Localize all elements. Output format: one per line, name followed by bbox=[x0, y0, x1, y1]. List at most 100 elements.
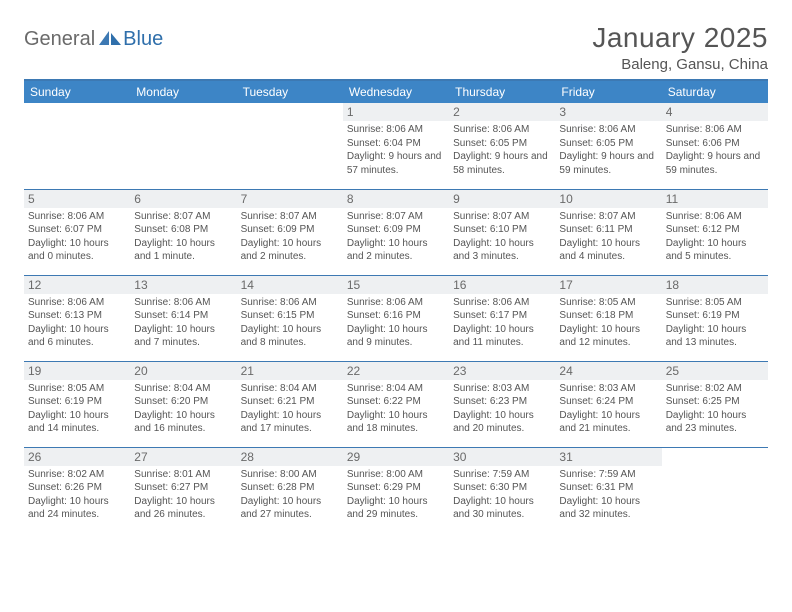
weekday-header: Wednesday bbox=[343, 81, 449, 103]
calendar-day-cell: 7 Sunrise: 8:07 AMSunset: 6:09 PMDaylight… bbox=[237, 189, 343, 275]
calendar-day-cell: 20Sunrise: 8:04 AMSunset: 6:20 PMDayligh… bbox=[130, 361, 236, 447]
sunset-line: Sunset: 6:21 PM bbox=[241, 395, 339, 409]
day-number: 16 bbox=[449, 276, 555, 294]
day-info: Sunrise: 8:05 AMSunset: 6:18 PMDaylight:… bbox=[559, 296, 657, 350]
day-number: 14 bbox=[237, 276, 343, 294]
day-number: 24 bbox=[555, 362, 661, 380]
daylight-line: Daylight: 10 hours and 26 minutes. bbox=[134, 495, 232, 522]
sunrise-line: Sunrise: 8:07 AM bbox=[453, 210, 551, 224]
day-info: Sunrise: 8:06 AMSunset: 6:05 PMDaylight:… bbox=[453, 123, 551, 177]
calendar-day-cell: 27 Sunrise: 8:01 AMSunset: 6:27 PMDayligh… bbox=[130, 447, 236, 533]
calendar-table: SundayMondayTuesdayWednesdayThursdayFrid… bbox=[24, 81, 768, 533]
sunset-line: Sunset: 6:23 PM bbox=[453, 395, 551, 409]
day-number: 10 bbox=[555, 190, 661, 208]
daylight-line: Daylight: 9 hours and 57 minutes. bbox=[347, 150, 445, 177]
sunrise-line: Sunrise: 8:07 AM bbox=[241, 210, 339, 224]
daylight-line: Daylight: 10 hours and 13 minutes. bbox=[666, 323, 764, 350]
day-number: 20 bbox=[130, 362, 236, 380]
calendar-page: General Blue January 2025 Baleng, Gansu,… bbox=[0, 0, 792, 533]
calendar-day-cell: 22Sunrise: 8:04 AMSunset: 6:22 PMDayligh… bbox=[343, 361, 449, 447]
day-number: 30 bbox=[449, 448, 555, 466]
calendar-day-cell: 29Sunrise: 8:00 AMSunset: 6:29 PMDayligh… bbox=[343, 447, 449, 533]
daylight-line: Daylight: 10 hours and 2 minutes. bbox=[241, 237, 339, 264]
daylight-line: Daylight: 10 hours and 17 minutes. bbox=[241, 409, 339, 436]
day-number: 31 bbox=[555, 448, 661, 466]
weekday-header: Monday bbox=[130, 81, 236, 103]
sunset-line: Sunset: 6:19 PM bbox=[28, 395, 126, 409]
calendar-week-row: 12Sunrise: 8:06 AMSunset: 6:13 PMDayligh… bbox=[24, 275, 768, 361]
calendar-day-cell: 9Sunrise: 8:07 AMSunset: 6:10 PMDaylight… bbox=[449, 189, 555, 275]
sunset-line: Sunset: 6:19 PM bbox=[666, 309, 764, 323]
calendar-day-cell: 31Sunrise: 7:59 AMSunset: 6:31 PMDayligh… bbox=[555, 447, 661, 533]
daylight-line: Daylight: 10 hours and 3 minutes. bbox=[453, 237, 551, 264]
daylight-line: Daylight: 10 hours and 2 minutes. bbox=[347, 237, 445, 264]
day-info: Sunrise: 8:05 AMSunset: 6:19 PMDaylight:… bbox=[28, 382, 126, 436]
day-number: 1 bbox=[343, 103, 449, 121]
day-info: Sunrise: 8:00 AMSunset: 6:28 PMDaylight:… bbox=[241, 468, 339, 522]
sunset-line: Sunset: 6:26 PM bbox=[28, 481, 126, 495]
day-info: Sunrise: 8:06 AMSunset: 6:04 PMDaylight:… bbox=[347, 123, 445, 177]
sunset-line: Sunset: 6:05 PM bbox=[453, 137, 551, 151]
sunrise-line: Sunrise: 8:05 AM bbox=[28, 382, 126, 396]
sunrise-line: Sunrise: 8:06 AM bbox=[666, 210, 764, 224]
calendar-week-row: 19Sunrise: 8:05 AMSunset: 6:19 PMDayligh… bbox=[24, 361, 768, 447]
daylight-line: Daylight: 10 hours and 7 minutes. bbox=[134, 323, 232, 350]
calendar-day-cell: 30Sunrise: 7:59 AMSunset: 6:30 PMDayligh… bbox=[449, 447, 555, 533]
daylight-line: Daylight: 10 hours and 12 minutes. bbox=[559, 323, 657, 350]
calendar-day-cell: 1 Sunrise: 8:06 AMSunset: 6:04 PMDaylight… bbox=[343, 103, 449, 189]
sunrise-line: Sunrise: 7:59 AM bbox=[453, 468, 551, 482]
sunrise-line: Sunrise: 8:06 AM bbox=[347, 123, 445, 137]
sunset-line: Sunset: 6:10 PM bbox=[453, 223, 551, 237]
sunrise-line: Sunrise: 8:07 AM bbox=[134, 210, 232, 224]
sunset-line: Sunset: 6:11 PM bbox=[559, 223, 657, 237]
calendar-day-cell: 26Sunrise: 8:02 AMSunset: 6:26 PMDayligh… bbox=[24, 447, 130, 533]
sunrise-line: Sunrise: 8:06 AM bbox=[347, 296, 445, 310]
calendar-day-cell: 3Sunrise: 8:06 AMSunset: 6:05 PMDaylight… bbox=[555, 103, 661, 189]
day-info: Sunrise: 8:03 AMSunset: 6:23 PMDaylight:… bbox=[453, 382, 551, 436]
day-number: 27 bbox=[130, 448, 236, 466]
sunset-line: Sunset: 6:05 PM bbox=[559, 137, 657, 151]
sunrise-line: Sunrise: 8:06 AM bbox=[453, 123, 551, 137]
day-number: 7 bbox=[237, 190, 343, 208]
sunrise-line: Sunrise: 8:05 AM bbox=[559, 296, 657, 310]
sunrise-line: Sunrise: 8:07 AM bbox=[347, 210, 445, 224]
daylight-line: Daylight: 10 hours and 1 minute. bbox=[134, 237, 232, 264]
sunset-line: Sunset: 6:30 PM bbox=[453, 481, 551, 495]
weekday-header: Tuesday bbox=[237, 81, 343, 103]
calendar-day-cell: 5Sunrise: 8:06 AMSunset: 6:07 PMDaylight… bbox=[24, 189, 130, 275]
day-info: Sunrise: 8:06 AMSunset: 6:05 PMDaylight:… bbox=[559, 123, 657, 177]
daylight-line: Daylight: 10 hours and 6 minutes. bbox=[28, 323, 126, 350]
sunset-line: Sunset: 6:17 PM bbox=[453, 309, 551, 323]
daylight-line: Daylight: 10 hours and 21 minutes. bbox=[559, 409, 657, 436]
sunrise-line: Sunrise: 8:03 AM bbox=[453, 382, 551, 396]
daylight-line: Daylight: 10 hours and 24 minutes. bbox=[28, 495, 126, 522]
weekday-header: Saturday bbox=[662, 81, 768, 103]
sunset-line: Sunset: 6:09 PM bbox=[241, 223, 339, 237]
calendar-day-cell: 24Sunrise: 8:03 AMSunset: 6:24 PMDayligh… bbox=[555, 361, 661, 447]
day-number: 15 bbox=[343, 276, 449, 294]
sunset-line: Sunset: 6:14 PM bbox=[134, 309, 232, 323]
calendar-day-cell: 18 Sunrise: 8:05 AMSunset: 6:19 PMDayligh… bbox=[662, 275, 768, 361]
sunrise-line: Sunrise: 8:06 AM bbox=[28, 210, 126, 224]
sunset-line: Sunset: 6:27 PM bbox=[134, 481, 232, 495]
calendar-day-cell: 28Sunrise: 8:00 AMSunset: 6:28 PMDayligh… bbox=[237, 447, 343, 533]
sunset-line: Sunset: 6:29 PM bbox=[347, 481, 445, 495]
day-info: Sunrise: 8:07 AMSunset: 6:08 PMDaylight:… bbox=[134, 210, 232, 264]
calendar-day-cell: 17 Sunrise: 8:05 AMSunset: 6:18 PMDayligh… bbox=[555, 275, 661, 361]
day-info: Sunrise: 8:02 AMSunset: 6:25 PMDaylight:… bbox=[666, 382, 764, 436]
weekday-header: Friday bbox=[555, 81, 661, 103]
sunrise-line: Sunrise: 8:00 AM bbox=[241, 468, 339, 482]
day-number: 11 bbox=[662, 190, 768, 208]
day-number: 17 bbox=[555, 276, 661, 294]
daylight-line: Daylight: 10 hours and 27 minutes. bbox=[241, 495, 339, 522]
calendar-day-cell: 6Sunrise: 8:07 AMSunset: 6:08 PMDaylight… bbox=[130, 189, 236, 275]
sunrise-line: Sunrise: 8:06 AM bbox=[134, 296, 232, 310]
sunset-line: Sunset: 6:08 PM bbox=[134, 223, 232, 237]
calendar-header-row: SundayMondayTuesdayWednesdayThursdayFrid… bbox=[24, 81, 768, 103]
sunrise-line: Sunrise: 8:01 AM bbox=[134, 468, 232, 482]
sunrise-line: Sunrise: 8:05 AM bbox=[666, 296, 764, 310]
calendar-day-cell bbox=[130, 103, 236, 189]
sunrise-line: Sunrise: 8:06 AM bbox=[559, 123, 657, 137]
day-number: 18 bbox=[662, 276, 768, 294]
sunset-line: Sunset: 6:07 PM bbox=[28, 223, 126, 237]
